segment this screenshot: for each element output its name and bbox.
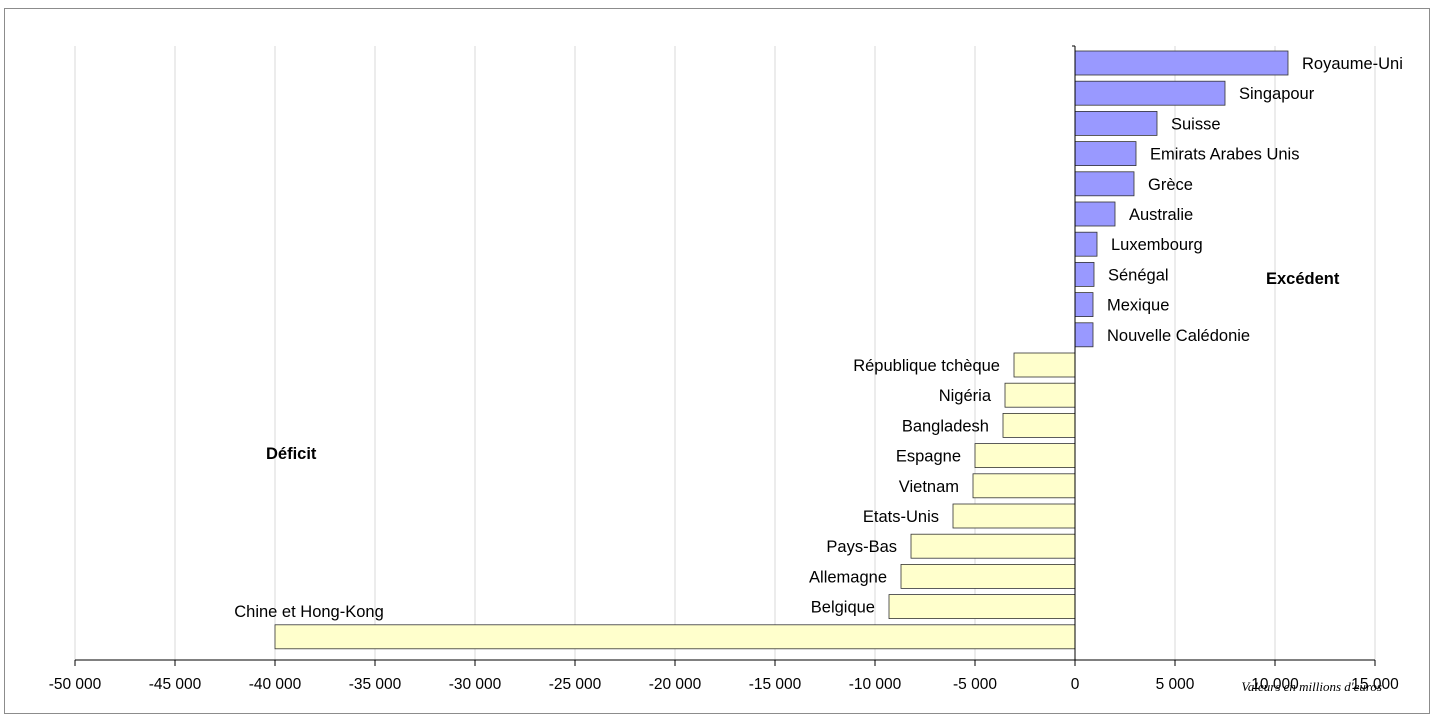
category-label: Grèce [1148, 176, 1193, 194]
x-tick-label: -25 000 [549, 676, 602, 693]
category-label: Mexique [1107, 297, 1169, 315]
category-label: Suisse [1171, 115, 1221, 133]
category-label: Espagne [896, 448, 961, 466]
category-label: Vietnam [899, 478, 959, 496]
category-label: Singapour [1239, 85, 1315, 103]
category-label: Chine et Hong-Kong [234, 603, 384, 621]
x-tick-label: -20 000 [649, 676, 702, 693]
bar-nig-ria [1004, 382, 1076, 408]
trade-balance-chart: -50 000 -45 000 -40 000 -35 000 -30 000 -25 0… [49, 45, 1403, 694]
category-label: République tchèque [853, 357, 1000, 375]
category-label: Nouvelle Calédonie [1107, 327, 1250, 345]
category-label: Luxembourg [1111, 236, 1203, 254]
x-tick-label: -35 000 [349, 676, 402, 693]
x-axis: -50 000 -45 000 -40 000 -35 000 -30 000 -25 0… [49, 45, 1399, 693]
bar-s-n-gal [1074, 261, 1095, 287]
x-tick-label: 15 000 [1351, 676, 1399, 693]
category-label: Australie [1129, 206, 1193, 224]
x-tick-label: -10 000 [849, 676, 902, 693]
category-label: Belgique [811, 599, 875, 617]
annotation-surplus: Excédent [1266, 270, 1340, 288]
bar-chine-et-hong-kong [274, 624, 1076, 650]
category-label: Royaume-Uni [1302, 55, 1403, 73]
bar-etats-unis [952, 503, 1076, 529]
bar-r-publique-tch-que [1013, 352, 1076, 378]
unit-note: Valeurs en millions d'euros [1241, 679, 1382, 694]
x-tick-label: 0 [1071, 676, 1080, 693]
x-tick-label: 10 000 [1251, 676, 1299, 693]
bar-royaume-uni [1074, 50, 1289, 76]
bar-belgique [888, 594, 1076, 619]
bar-pays-bas [910, 533, 1076, 559]
gridlines [74, 46, 1376, 660]
x-tick-label: 5 000 [1156, 676, 1195, 693]
category-label: Sénégal [1108, 266, 1169, 284]
bar-luxembourg [1074, 231, 1098, 257]
x-tick-label: -15 000 [749, 676, 802, 693]
bar-emirats-arabes-unis [1074, 141, 1137, 167]
x-tick-label: -40 000 [249, 676, 302, 693]
category-label: Nigéria [939, 387, 992, 405]
x-tick-label: -30 000 [449, 676, 502, 693]
bar-australie [1074, 201, 1116, 227]
bars [274, 50, 1289, 650]
category-label: Emirats Arabes Unis [1150, 146, 1299, 164]
bar-vietnam [972, 473, 1076, 499]
annotation-deficit: Déficit [266, 445, 317, 463]
bar-bangladesh [1002, 412, 1076, 438]
bar-allemagne [900, 564, 1076, 589]
chart-frame: -50 000 -45 000 -40 000 -35 000 -30 000 -25 0… [4, 8, 1430, 714]
bar-suisse [1074, 111, 1158, 136]
category-label: Pays-Bas [826, 538, 897, 556]
category-label: Bangladesh [902, 417, 989, 435]
x-tick-label: -5 000 [953, 676, 997, 693]
category-label: Allemagne [809, 568, 887, 586]
x-tick-label: -45 000 [149, 676, 202, 693]
bar-espagne [974, 443, 1076, 469]
bar-singapour [1074, 80, 1226, 106]
bar-nouvelle-cal-donie [1074, 322, 1094, 348]
category-label: Etats-Unis [863, 508, 939, 526]
category-labels: Royaume-Uni Singapour Suisse Emirats Arabes… [234, 55, 1403, 621]
bar-gr-ce [1074, 171, 1135, 197]
bar-mexique [1074, 292, 1094, 318]
x-tick-label: -50 000 [49, 676, 102, 693]
